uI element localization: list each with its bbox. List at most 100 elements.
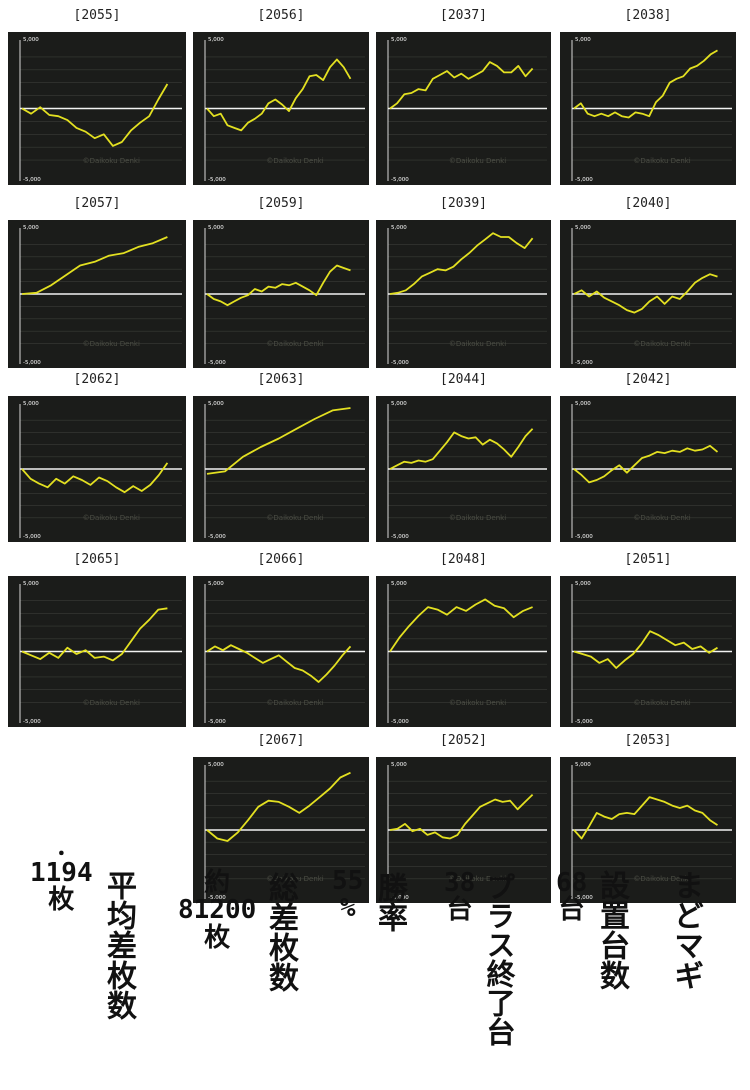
chart-panel: [2055] 5,000 -5,000 ©Daikoku Denki bbox=[8, 8, 186, 185]
avg-value-block: ・ 1194 枚 bbox=[30, 846, 93, 916]
plot-area: 5,000 -5,000 ©Daikoku Denki bbox=[193, 220, 369, 368]
data-line bbox=[206, 264, 351, 307]
chart-svg: 5,000 -5,000 ©Daikoku Denki bbox=[387, 581, 547, 725]
win-value: 55 bbox=[332, 866, 364, 896]
total-unit: 枚 bbox=[204, 922, 231, 953]
chart-panel: [2042] 5,000 -5,000 ©Daikoku Denki bbox=[560, 372, 736, 542]
watermark: ©Daikoku Denki bbox=[266, 514, 323, 522]
machines-unit: 台 bbox=[558, 895, 585, 926]
y-tick-label-top: 5,000 bbox=[575, 225, 591, 231]
data-line bbox=[573, 49, 718, 119]
chart-panel: [2051] 5,000 -5,000 ©Daikoku Denki bbox=[560, 552, 736, 727]
chart-svg: 5,000 -5,000 ©Daikoku Denki bbox=[571, 401, 732, 540]
plus-unit: 台 bbox=[446, 895, 473, 926]
y-tick-label-bottom: -5,000 bbox=[208, 177, 226, 183]
chart-svg: 5,000 -5,000 ©Daikoku Denki bbox=[571, 225, 732, 366]
chart-panel: [2063] 5,000 -5,000 ©Daikoku Denki bbox=[193, 372, 369, 542]
y-tick-label-bottom: -5,000 bbox=[575, 895, 593, 901]
chart-panel: [2065] 5,000 -5,000 ©Daikoku Denki bbox=[8, 552, 186, 727]
data-line bbox=[389, 428, 534, 470]
chart-panel: [2039] 5,000 -5,000 ©Daikoku Denki bbox=[376, 196, 551, 368]
plot-area: 5,000 -5,000 ©Daikoku Denki bbox=[193, 757, 369, 903]
chart-panel: [2056] 5,000 -5,000 ©Daikoku Denki bbox=[193, 8, 369, 185]
chart-title: [2044] bbox=[440, 372, 487, 387]
y-tick-label-bottom: -5,000 bbox=[208, 719, 226, 725]
watermark: ©Daikoku Denki bbox=[83, 514, 140, 522]
plot-area: 5,000 -5,000 ©Daikoku Denki bbox=[560, 576, 736, 727]
chart-title: [2051] bbox=[624, 552, 672, 567]
chart-title: [2037] bbox=[440, 8, 487, 23]
plot-area: 5,000 -5,000 ©Daikoku Denki bbox=[560, 757, 736, 903]
chart-panel: [2038] 5,000 -5,000 ©Daikoku Denki bbox=[560, 8, 736, 185]
y-tick-label-top: 5,000 bbox=[391, 37, 407, 43]
y-tick-label-bottom: -5,000 bbox=[391, 719, 409, 725]
chart-panel: [2067] 5,000 -5,000 ©Daikoku Denki bbox=[193, 733, 369, 903]
plot-area: 5,000 -5,000 ©Daikoku Denki bbox=[376, 576, 551, 727]
chart-svg: 5,000 -5,000 ©Daikoku Denki bbox=[204, 401, 365, 540]
chart-title: [2065] bbox=[73, 552, 121, 567]
chart-svg: 5,000 -5,000 ©Daikoku Denki bbox=[571, 762, 732, 901]
chart-svg: 5,000 -5,000 ©Daikoku Denki bbox=[387, 37, 547, 183]
y-tick-label-bottom: -5,000 bbox=[208, 534, 226, 540]
y-tick-label-bottom: -5,000 bbox=[575, 534, 593, 540]
y-tick-label-top: 5,000 bbox=[208, 37, 224, 43]
machines-value: 68 bbox=[556, 868, 588, 898]
chart-title: [2039] bbox=[440, 196, 487, 211]
chart-title: [2057] bbox=[73, 196, 121, 211]
chart-title: [2067] bbox=[257, 733, 305, 748]
chart-panel: [2040] 5,000 -5,000 ©Daikoku Denki bbox=[560, 196, 736, 368]
y-tick-label-top: 5,000 bbox=[208, 581, 224, 587]
y-tick-label-bottom: -5,000 bbox=[208, 895, 226, 901]
data-line bbox=[573, 796, 718, 840]
plot-area: 5,000 -5,000 ©Daikoku Denki bbox=[193, 32, 369, 185]
y-tick-label-bottom: -5,000 bbox=[23, 719, 41, 725]
y-tick-label-top: 5,000 bbox=[391, 225, 407, 231]
chart-svg: 5,000 -5,000 ©Daikoku Denki bbox=[571, 581, 732, 725]
y-tick-label-bottom: -5,000 bbox=[575, 719, 593, 725]
watermark: ©Daikoku Denki bbox=[449, 514, 506, 522]
y-tick-label-top: 5,000 bbox=[208, 762, 224, 768]
chart-title: [2038] bbox=[624, 8, 672, 23]
watermark: ©Daikoku Denki bbox=[449, 340, 506, 348]
watermark: ©Daikoku Denki bbox=[449, 699, 506, 707]
avg-unit: 枚 bbox=[48, 885, 75, 916]
data-line bbox=[206, 771, 351, 842]
chart-svg: 5,000 -5,000 ©Daikoku Denki bbox=[19, 581, 182, 725]
y-tick-label-bottom: -5,000 bbox=[23, 534, 41, 540]
watermark: ©Daikoku Denki bbox=[83, 157, 140, 165]
chart-title: [2042] bbox=[624, 372, 672, 387]
data-line bbox=[206, 407, 351, 475]
total-value-block: 約 81200 枚 bbox=[178, 869, 256, 953]
y-tick-label-top: 5,000 bbox=[23, 225, 39, 231]
win-value-block: 55 % bbox=[332, 866, 364, 923]
avg-value: 1194 bbox=[30, 858, 93, 888]
data-line bbox=[206, 644, 352, 683]
chart-svg: 5,000 -5,000 ©Daikoku Denki bbox=[19, 401, 182, 540]
watermark: ©Daikoku Denki bbox=[449, 157, 506, 165]
watermark: ©Daikoku Denki bbox=[633, 875, 690, 883]
plot-area: 5,000 -5,000 ©Daikoku Denki bbox=[560, 396, 736, 542]
y-tick-label-bottom: -5,000 bbox=[391, 360, 409, 366]
plot-area: 5,000 -5,000 ©Daikoku Denki bbox=[560, 220, 736, 368]
y-tick-label-bottom: -5,000 bbox=[23, 177, 41, 183]
chart-panel: [2062] 5,000 -5,000 ©Daikoku Denki bbox=[8, 372, 186, 542]
y-tick-label-top: 5,000 bbox=[23, 581, 39, 587]
y-tick-label-bottom: -5,000 bbox=[391, 177, 409, 183]
watermark: ©Daikoku Denki bbox=[266, 157, 323, 165]
plot-area: 5,000 -5,000 ©Daikoku Denki bbox=[193, 396, 369, 542]
plot-area: 5,000 -5,000 ©Daikoku Denki bbox=[376, 32, 551, 185]
plot-area: 5,000 -5,000 ©Daikoku Denki bbox=[376, 220, 551, 368]
y-tick-label-bottom: -5,000 bbox=[23, 360, 41, 366]
chart-panel: [2037] 5,000 -5,000 ©Daikoku Denki bbox=[376, 8, 551, 185]
y-tick-label-top: 5,000 bbox=[208, 225, 224, 231]
chart-title: [2040] bbox=[624, 196, 672, 211]
plot-area: 5,000 -5,000 ©Daikoku Denki bbox=[376, 757, 551, 903]
plot-area: 5,000 -5,000 ©Daikoku Denki bbox=[8, 576, 186, 727]
chart-title: [2066] bbox=[257, 552, 305, 567]
chart-svg: 5,000 -5,000 ©Daikoku Denki bbox=[387, 762, 547, 901]
data-line bbox=[389, 598, 533, 653]
chart-panel: [2059] 5,000 -5,000 ©Daikoku Denki bbox=[193, 196, 369, 368]
plus-value: 38 bbox=[444, 868, 476, 898]
total-label: 総差枚数 bbox=[263, 872, 298, 992]
y-tick-label-bottom: -5,000 bbox=[575, 177, 593, 183]
